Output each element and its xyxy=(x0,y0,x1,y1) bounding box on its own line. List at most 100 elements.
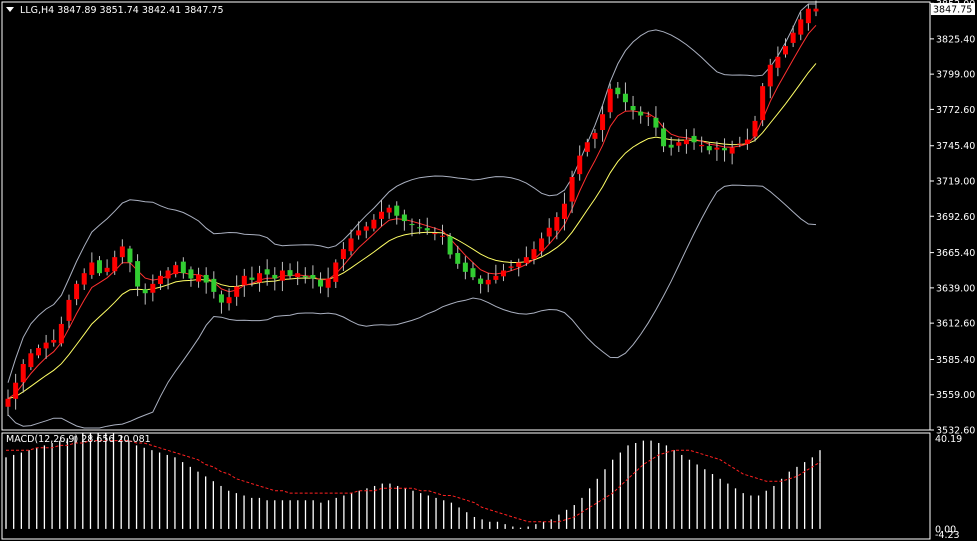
candle-body xyxy=(203,274,209,283)
candle-body xyxy=(653,117,659,128)
candle-body xyxy=(43,342,49,349)
close-value: 3847.75 xyxy=(184,5,224,16)
candle-body xyxy=(150,283,156,293)
macd-header: MACD(12,26,9) 28.656 20.081 xyxy=(6,434,151,445)
candle-body xyxy=(356,230,362,236)
high-value: 3851.74 xyxy=(99,5,139,16)
candle-body xyxy=(81,273,87,285)
candle-body xyxy=(668,144,674,148)
candle-body xyxy=(478,278,484,284)
candle-body xyxy=(546,227,552,237)
candle-body xyxy=(157,275,163,284)
low-value: 3842.41 xyxy=(141,5,182,16)
candle-body xyxy=(752,120,758,137)
macd-main-value: 28.656 xyxy=(81,434,115,445)
price-tick-label: 3719.00 xyxy=(936,177,975,188)
candle-body xyxy=(783,46,789,55)
candle-body xyxy=(706,146,712,151)
candle-body xyxy=(340,249,346,260)
candle-body xyxy=(28,353,34,368)
candle-body xyxy=(241,275,247,286)
macd-frame xyxy=(1,432,931,540)
candle-body xyxy=(729,147,735,154)
candle-body xyxy=(218,294,224,303)
candle-body xyxy=(20,364,26,383)
candle-body xyxy=(104,267,110,272)
macd-axis: 40.19 0.00-4.23 xyxy=(1,432,962,541)
candle-body xyxy=(333,262,339,282)
candle-body xyxy=(394,205,400,216)
macd-tick-label: 40.19 xyxy=(935,434,962,445)
candle-body xyxy=(531,249,537,260)
symbol-label: LLG,H4 xyxy=(20,5,55,16)
candle-body xyxy=(409,223,415,226)
candle-body xyxy=(592,132,598,139)
price-axis: 3852.003825.403799.003772.603745.403719.… xyxy=(1,0,975,437)
candle-body xyxy=(439,235,445,237)
candle-body xyxy=(279,270,285,281)
candle-body xyxy=(234,286,240,297)
price-tick-label: 3825.40 xyxy=(936,34,975,45)
candle-body xyxy=(119,246,125,258)
candle-body xyxy=(775,56,781,68)
price-tick-label: 3585.40 xyxy=(936,355,975,366)
candle-body xyxy=(96,260,102,274)
candle-body xyxy=(295,273,301,278)
open-value: 3847.89 xyxy=(57,5,97,16)
candle-body xyxy=(325,278,331,288)
candle-body xyxy=(272,274,278,279)
candle-body xyxy=(500,270,506,277)
candle-body xyxy=(226,297,232,304)
candle-body xyxy=(584,142,590,152)
candle-body xyxy=(447,236,453,255)
candle-body xyxy=(577,155,583,175)
candle-body xyxy=(455,253,461,264)
candle-body xyxy=(142,289,148,294)
price-pane[interactable] xyxy=(5,0,819,429)
macd-signal-line xyxy=(6,440,821,523)
macd-pane[interactable] xyxy=(5,433,821,529)
price-tick-label: 3745.40 xyxy=(936,141,975,152)
candle-body xyxy=(493,275,499,280)
candle-body xyxy=(165,270,171,279)
candle-body xyxy=(600,114,606,131)
bollinger-upper-line xyxy=(7,3,816,383)
candle-body xyxy=(180,261,186,274)
candle-body xyxy=(188,269,194,279)
price-tick-label: 3559.00 xyxy=(936,390,975,401)
candle-body xyxy=(318,279,324,287)
dropdown-icon[interactable] xyxy=(6,7,14,12)
candle-body xyxy=(485,279,491,285)
candle-body xyxy=(127,248,133,263)
candle-body xyxy=(813,8,819,12)
candle-body xyxy=(516,262,522,267)
candle-body xyxy=(173,265,179,275)
candle-body xyxy=(112,257,118,272)
price-tick-label: 3772.60 xyxy=(936,105,975,116)
candle-body xyxy=(615,87,621,95)
macd-label: MACD(12,26,9) xyxy=(6,434,79,445)
candle-body xyxy=(417,227,423,229)
candle-body xyxy=(371,219,377,229)
candle-body xyxy=(89,262,95,275)
current-price-label: 3847.75 xyxy=(933,5,972,16)
candle-body xyxy=(5,398,11,407)
candle-body xyxy=(645,115,651,117)
candle-body xyxy=(264,269,270,275)
candle-body xyxy=(630,106,636,111)
candle-body xyxy=(607,88,613,113)
candle-body xyxy=(805,8,811,24)
candle-body xyxy=(462,262,468,272)
candle-body xyxy=(676,142,682,146)
price-tick-label: 3799.00 xyxy=(936,70,975,81)
candle-body xyxy=(432,233,438,235)
candle-body xyxy=(379,211,385,219)
candle-body xyxy=(561,203,567,219)
candle-body xyxy=(790,32,796,43)
candle-body xyxy=(348,238,354,252)
price-tick-label: 3639.00 xyxy=(936,283,975,294)
candle-body xyxy=(638,111,644,116)
candle-body xyxy=(760,86,766,121)
candle-body xyxy=(401,214,407,222)
